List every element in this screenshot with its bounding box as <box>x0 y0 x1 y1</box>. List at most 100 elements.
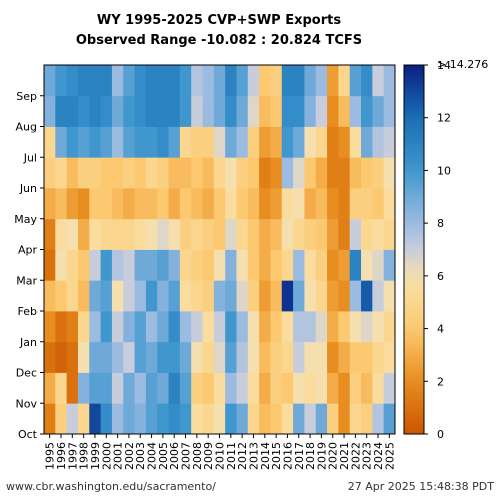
heatmap-cell <box>111 157 124 189</box>
heatmap-cell <box>44 218 56 250</box>
heatmap-cell <box>247 311 260 343</box>
heatmap-cell <box>361 280 373 312</box>
heatmap-cell <box>111 218 124 250</box>
heatmap-cell <box>77 95 90 127</box>
heatmap-cell <box>372 95 385 127</box>
heatmap-cell <box>202 218 215 250</box>
heatmap-cell <box>281 65 294 97</box>
chart-title: WY 1995-2025 CVP+SWP Exports <box>97 13 341 28</box>
heatmap-cell <box>77 157 90 189</box>
heatmap-cell <box>77 126 90 158</box>
heatmap-cell <box>168 311 181 343</box>
heatmap-cell <box>145 341 158 373</box>
heatmap-cell <box>168 126 181 158</box>
heatmap-cell <box>225 218 237 250</box>
heatmap-cell <box>225 188 237 220</box>
heatmap-cell <box>270 372 283 404</box>
colorbar-tick-label: 4 <box>437 323 444 336</box>
x-tick-label: 2001 <box>112 442 125 470</box>
heatmap-cell <box>157 126 169 158</box>
heatmap-cell <box>179 372 192 404</box>
heatmap-cell <box>383 372 396 404</box>
heatmap-cell <box>225 65 237 97</box>
x-tick-label: 2004 <box>146 442 159 470</box>
heatmap-cell <box>259 95 271 127</box>
heatmap-cell <box>281 218 294 250</box>
heatmap-cell <box>304 188 317 220</box>
heatmap-cell <box>327 188 339 220</box>
heatmap-cell <box>202 126 215 158</box>
heatmap-cell <box>315 372 328 404</box>
heatmap-cell <box>123 126 135 158</box>
x-tick-label: 2008 <box>191 442 204 470</box>
heatmap-cell <box>259 341 271 373</box>
heatmap-cell <box>213 403 226 435</box>
heatmap-cell <box>315 341 328 373</box>
heatmap-cell <box>315 311 328 343</box>
heatmap-cell <box>338 341 351 373</box>
heatmap-cell <box>304 95 317 127</box>
x-tick-label: 2015 <box>270 442 283 470</box>
x-tick-label: 2000 <box>100 442 113 470</box>
colorbar-tick-label: 2 <box>437 375 444 388</box>
heatmap-cell <box>145 95 158 127</box>
heatmap-cell <box>361 188 373 220</box>
heatmap-cell <box>191 372 203 404</box>
heatmap-cell <box>372 403 385 435</box>
heatmap-cell <box>123 249 135 281</box>
heatmap-cell <box>191 126 203 158</box>
heatmap-cell <box>134 95 147 127</box>
heatmap-cell <box>123 372 135 404</box>
heatmap-cell <box>372 311 385 343</box>
heatmap-cell <box>66 188 79 220</box>
heatmap-cell <box>157 188 169 220</box>
heatmap-cell <box>179 403 192 435</box>
heatmap-cell <box>372 65 385 97</box>
heatmap-cell <box>327 403 339 435</box>
heatmap-cell <box>225 311 237 343</box>
heatmap-cell <box>66 280 79 312</box>
heatmap-cell <box>383 280 396 312</box>
heatmap-cell <box>123 311 135 343</box>
heatmap-cell <box>66 218 79 250</box>
heatmap-cell <box>157 249 169 281</box>
heatmap-cell <box>315 280 328 312</box>
heatmap-cell <box>213 126 226 158</box>
heatmap-cell <box>89 95 102 127</box>
heatmap-cell <box>168 65 181 97</box>
heatmap-cell <box>44 95 56 127</box>
heatmap-cell <box>304 218 317 250</box>
heatmap-cell <box>304 126 317 158</box>
heatmap-cell <box>213 218 226 250</box>
heatmap-cell <box>315 249 328 281</box>
heatmap-cell <box>55 65 68 97</box>
heatmap-cell <box>168 372 181 404</box>
x-tick-label: 2024 <box>372 442 385 470</box>
x-axis: 1995199619971998199920002001200220032004… <box>44 434 396 470</box>
heatmap-cell <box>372 249 385 281</box>
heatmap-cell <box>179 157 192 189</box>
heatmap-cell <box>247 65 260 97</box>
heatmap-cell <box>304 311 317 343</box>
heatmap-cell <box>247 126 260 158</box>
x-tick-label: 2007 <box>180 442 193 470</box>
heatmap-cell <box>168 341 181 373</box>
heatmap-cell <box>157 403 169 435</box>
heatmap-cell <box>383 126 396 158</box>
heatmap-cell <box>191 403 203 435</box>
heatmap-cell <box>338 403 351 435</box>
colorbar-ticks: 0 2 4 6 8 10 12 14 <box>424 59 451 441</box>
heatmap-cell <box>44 311 56 343</box>
heatmap-cell <box>247 403 260 435</box>
heatmap-cell <box>293 372 305 404</box>
heatmap-cell <box>361 372 373 404</box>
heatmap-cell <box>100 249 113 281</box>
x-tick-label: 1999 <box>89 442 102 470</box>
heatmap-cell <box>349 95 362 127</box>
heatmap-cell <box>89 218 102 250</box>
heatmap-cell <box>281 188 294 220</box>
heatmap-cell <box>327 372 339 404</box>
heatmap-cell <box>168 280 181 312</box>
heatmap-cell <box>168 218 181 250</box>
heatmap-cell <box>236 249 249 281</box>
